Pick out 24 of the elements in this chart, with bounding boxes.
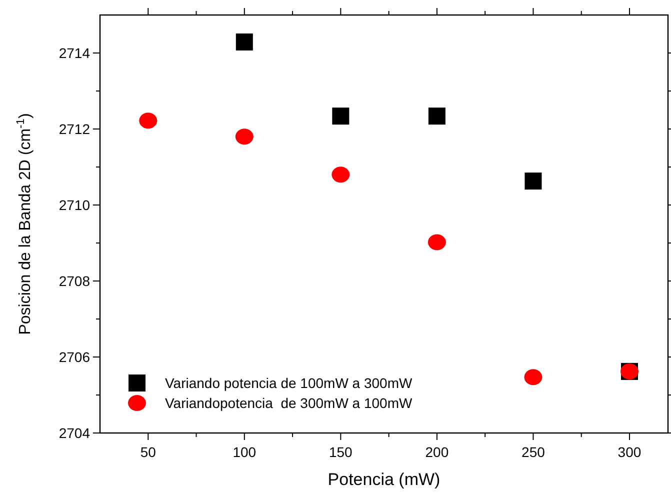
- x-axis-title: Potencia (mW): [328, 470, 440, 489]
- y-tick-label: 2710: [58, 197, 90, 213]
- point: [524, 172, 542, 190]
- x-tick-label: 50: [140, 444, 156, 460]
- point: [332, 108, 350, 125]
- y-tick-label: 2706: [58, 349, 90, 365]
- x-tick-label: 250: [522, 444, 546, 460]
- point: [428, 234, 446, 250]
- point: [332, 166, 350, 183]
- point: [524, 369, 542, 386]
- legend-label: Variando potencia de 100mW a 300mW: [165, 375, 413, 391]
- x-tick-label: 100: [232, 444, 256, 460]
- point: [139, 112, 158, 129]
- y-tick-label: 2708: [58, 273, 90, 289]
- y-tick-label: 2714: [58, 45, 90, 61]
- x-tick-label: 200: [425, 444, 449, 460]
- y-tick-label: 2712: [58, 121, 90, 137]
- x-tick-label: 150: [329, 444, 353, 460]
- point: [235, 128, 254, 145]
- point: [428, 108, 446, 125]
- y-tick-label: 2704: [58, 425, 90, 441]
- x-tick-label: 300: [618, 444, 642, 460]
- point: [236, 33, 253, 50]
- legend-label: Variandopotencia de 300mW a 100mW: [165, 395, 413, 411]
